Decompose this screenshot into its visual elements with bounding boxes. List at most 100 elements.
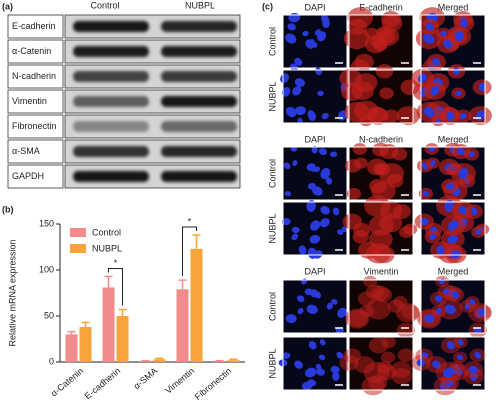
- stain: [378, 163, 404, 184]
- nucleus: [305, 39, 315, 49]
- nucleus: [458, 168, 469, 179]
- nucleus: [281, 218, 291, 226]
- row-label: α-SMA: [12, 146, 40, 156]
- nucleus: [469, 298, 476, 305]
- stain: [363, 275, 378, 288]
- nucleus: [302, 30, 309, 37]
- nucleus: [444, 200, 454, 212]
- blot-band: [161, 171, 237, 182]
- micrograph: [339, 64, 420, 127]
- nucleus: [429, 233, 437, 241]
- nucleus: [286, 314, 297, 323]
- x-tick-label: α-SMA: [132, 366, 160, 391]
- nucleus: [443, 39, 453, 49]
- nucleus: [446, 341, 455, 350]
- nucleus: [447, 234, 459, 244]
- micrograph: [414, 195, 490, 264]
- stain: [354, 53, 374, 70]
- nucleus: [435, 307, 442, 315]
- label-box: [7, 114, 64, 139]
- blot-band: [73, 171, 149, 182]
- nucleus: [423, 33, 435, 44]
- micrograph: [281, 200, 348, 259]
- nucleus: [322, 18, 330, 29]
- row-label: Vimentin: [12, 96, 47, 106]
- row-label: Fibronectin: [12, 121, 57, 131]
- label-box: [7, 164, 64, 189]
- column-header: DAPI: [304, 266, 325, 276]
- nucleus: [318, 354, 326, 361]
- bar: [116, 316, 129, 362]
- blot-band: [73, 146, 149, 157]
- nucleus: [291, 226, 300, 234]
- stain: [374, 287, 393, 303]
- legend-swatch: [70, 228, 86, 237]
- stain: [367, 107, 389, 125]
- nucleus: [479, 308, 486, 317]
- stain: [397, 348, 415, 362]
- stain: [401, 305, 420, 320]
- x-tick-label: E-cadherin: [83, 366, 123, 400]
- nucleus: [430, 86, 440, 96]
- blot-band: [161, 121, 237, 132]
- stain: [396, 322, 415, 338]
- clip-border: [420, 336, 486, 391]
- error-bar: [118, 308, 127, 316]
- y-tick-label: 100: [39, 264, 54, 274]
- error-bar: [104, 275, 113, 288]
- micrograph: [416, 142, 486, 201]
- nucleus: [306, 304, 318, 315]
- bar: [102, 287, 115, 362]
- nucleus: [319, 339, 326, 346]
- blot-bg: [64, 89, 241, 114]
- panel-label: (a): [2, 1, 13, 11]
- nucleus: [423, 106, 435, 118]
- nucleus: [422, 191, 430, 197]
- nucleus: [289, 63, 298, 72]
- nucleus: [294, 360, 303, 369]
- micrograph: [339, 336, 415, 396]
- nucleus: [297, 307, 304, 315]
- bar: [139, 361, 152, 362]
- column-header: DAPI: [304, 2, 325, 12]
- nucleus: [287, 23, 296, 31]
- stain: [339, 68, 362, 88]
- nucleus: [432, 57, 441, 66]
- column-header: Control: [90, 0, 119, 10]
- nucleus: [313, 250, 323, 259]
- label-box: [7, 139, 64, 164]
- stain: [348, 19, 368, 35]
- nucleus: [321, 112, 329, 120]
- stain: [368, 215, 394, 236]
- blot-band: [73, 71, 149, 82]
- blot-bg: [64, 64, 241, 89]
- column-header: NUBPL: [185, 0, 215, 10]
- nucleus: [308, 111, 317, 121]
- nucleus: [459, 112, 467, 120]
- stain: [351, 81, 374, 100]
- nucleus: [317, 31, 327, 42]
- stain: [359, 304, 375, 318]
- blot-band: [161, 71, 237, 82]
- micrograph: [343, 7, 414, 76]
- stain: [399, 226, 414, 238]
- column-header: E-cadherin: [359, 2, 403, 12]
- significance-mark: *: [114, 258, 118, 268]
- clip-border: [420, 279, 486, 334]
- nucleus: [296, 295, 305, 303]
- error-bar: [229, 358, 238, 361]
- blot-band: [161, 96, 237, 107]
- nucleus: [475, 229, 482, 235]
- nucleus: [444, 304, 456, 315]
- nucleus: [326, 302, 333, 310]
- nucleus: [283, 162, 291, 170]
- blot-band: [161, 21, 237, 32]
- nucleus: [457, 339, 464, 346]
- legend-swatch: [70, 244, 86, 253]
- row-label: NUBPL: [267, 348, 277, 378]
- micrograph: [344, 275, 420, 338]
- nucleus: [284, 191, 292, 197]
- nucleus: [319, 218, 330, 228]
- nucleus: [315, 67, 322, 76]
- significance-bracket: [108, 267, 123, 306]
